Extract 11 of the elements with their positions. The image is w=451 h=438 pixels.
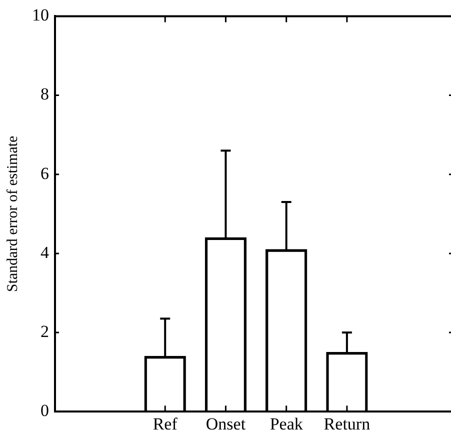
x-tick-label: Return — [324, 414, 371, 434]
y-tick-label: 8 — [40, 84, 49, 104]
y-tick-label: 6 — [40, 164, 49, 183]
x-tick-label: Onset — [206, 414, 246, 434]
y-tick-label: 2 — [40, 322, 49, 341]
y-tick-label: 0 — [40, 401, 49, 420]
y-tick-label: 4 — [40, 242, 50, 262]
y-tick-label: 10 — [32, 6, 49, 25]
y-axis-title: Standard error of estimate — [4, 135, 21, 292]
x-tick-label: Peak — [270, 414, 304, 434]
x-tick-label: Ref — [152, 414, 178, 434]
